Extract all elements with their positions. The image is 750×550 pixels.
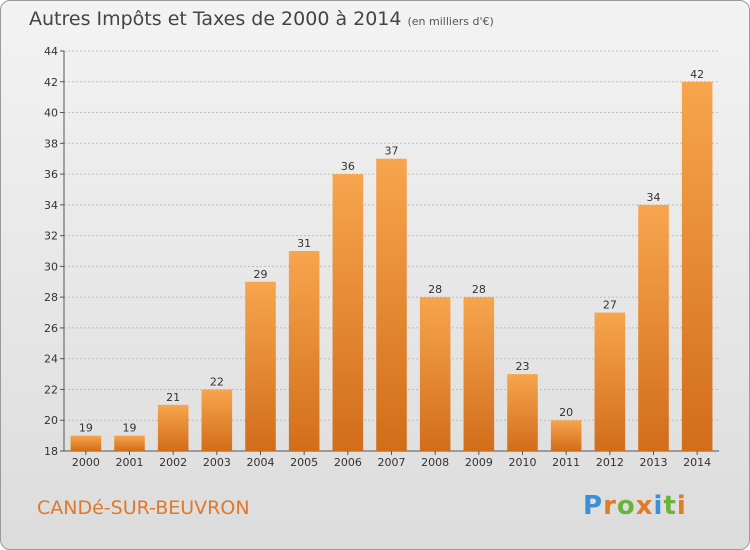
- bar: [681, 81, 713, 452]
- x-tick-label: 2014: [683, 456, 711, 469]
- y-tick-label: 40: [44, 107, 58, 120]
- chart-title: Autres Impôts et Taxes de 2000 à 2014 (en…: [29, 8, 494, 30]
- data-label: 20: [559, 406, 573, 419]
- data-label: 21: [166, 391, 180, 404]
- place-name: CANDé-SUR-BEUVRON: [37, 497, 250, 519]
- brand-letter: x: [635, 491, 654, 521]
- y-tick-label: 24: [44, 353, 58, 366]
- data-label: 19: [79, 422, 93, 435]
- x-tick-label: 2010: [509, 456, 537, 469]
- y-tick-label: 18: [44, 445, 58, 458]
- brand-letter: i: [676, 491, 687, 521]
- bar: [157, 404, 189, 451]
- chart-subtitle: (en milliers d'€): [407, 15, 494, 28]
- bar: [201, 389, 233, 451]
- bar: [114, 435, 145, 451]
- bar: [507, 374, 538, 451]
- brand-letter: r: [603, 491, 617, 521]
- x-tick-label: 2011: [552, 456, 580, 469]
- data-label: 42: [690, 68, 704, 81]
- x-tick-label: 2006: [334, 456, 362, 469]
- tick-labels: 18 20 22 24 26 28 30 32 34 36 38 40 42 44 2000 2001 2002…: [44, 45, 711, 469]
- brand-letter: P: [583, 491, 604, 521]
- data-label: 27: [603, 299, 617, 312]
- y-tick-label: 36: [44, 168, 58, 181]
- x-tick-label: 2003: [203, 456, 231, 469]
- bars: [70, 81, 713, 452]
- data-labels: 19 19 21 22 29 31 36 37 28 28 23 20 27 34 42: [79, 68, 704, 435]
- data-label: 36: [341, 160, 355, 173]
- chart-title-text: Autres Impôts et Taxes de 2000 à 2014: [29, 8, 402, 30]
- y-tick-label: 34: [44, 199, 58, 212]
- x-tick-label: 2004: [247, 456, 275, 469]
- bar: [288, 251, 320, 451]
- bar: [245, 281, 276, 451]
- bar: [376, 158, 407, 451]
- y-tick-label: 28: [44, 291, 58, 304]
- y-tick-label: 38: [44, 137, 58, 150]
- bar: [638, 204, 669, 451]
- bar: [70, 435, 102, 451]
- x-tick-label: 2005: [290, 456, 318, 469]
- data-label: 28: [428, 283, 442, 296]
- bar: [463, 297, 495, 451]
- y-tick-label: 44: [44, 45, 58, 58]
- brand-letter: t: [663, 491, 677, 521]
- y-tick-label: 26: [44, 322, 58, 335]
- bar: [332, 174, 364, 452]
- brand-logo: Proxiti: [583, 491, 687, 521]
- x-tick-label: 2008: [421, 456, 449, 469]
- x-tick-label: 2007: [378, 456, 406, 469]
- y-tick-label: 42: [44, 76, 58, 89]
- brand-letter: i: [653, 491, 664, 521]
- bar: [550, 420, 582, 451]
- data-label: 19: [123, 422, 137, 435]
- bar: [419, 297, 451, 451]
- data-label: 31: [297, 237, 311, 250]
- x-tick-label: 2013: [640, 456, 668, 469]
- data-label: 29: [254, 268, 268, 281]
- x-tick-label: 2012: [596, 456, 624, 469]
- x-tick-label: 2002: [159, 456, 187, 469]
- y-tick-label: 30: [44, 260, 58, 273]
- y-tick-label: 32: [44, 230, 58, 243]
- data-label: 34: [647, 191, 661, 204]
- bar: [594, 312, 626, 451]
- data-label: 23: [516, 360, 530, 373]
- x-tick-label: 2009: [465, 456, 493, 469]
- data-label: 28: [472, 283, 486, 296]
- y-tick-label: 20: [44, 414, 58, 427]
- data-label: 37: [385, 145, 399, 158]
- data-label: 22: [210, 375, 224, 388]
- brand-letter: o: [616, 491, 636, 521]
- x-tick-label: 2001: [116, 456, 144, 469]
- y-tick-label: 22: [44, 383, 58, 396]
- x-tick-label: 2000: [72, 456, 100, 469]
